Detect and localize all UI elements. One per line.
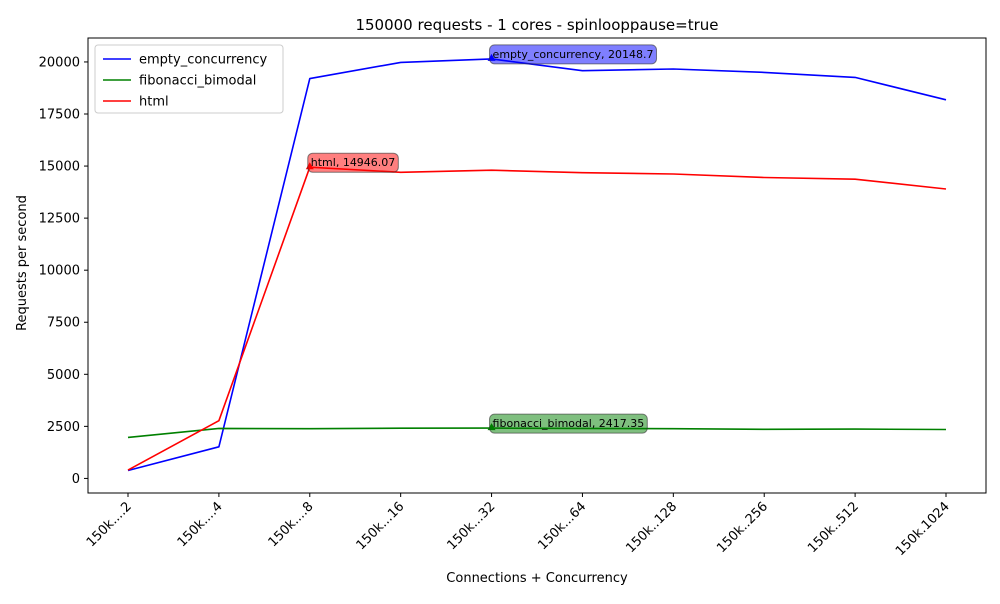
x-tick-label: 150k...16 [354, 499, 408, 553]
annotation-box [489, 413, 648, 434]
legend-entry-html: html [139, 95, 169, 110]
x-tick-label: 150k...32 [444, 499, 498, 553]
chart-title: 150000 requests - 1 cores - spinlooppaus… [355, 16, 718, 34]
x-tick-label: 150k...64 [535, 499, 589, 553]
x-tick-label: 150k..128 [623, 499, 680, 556]
y-axis-label: Requests per second [15, 195, 30, 331]
x-tick-label: 150k....4 [175, 499, 226, 550]
annotation-label-empty_concurrency: empty_concurrency, 20148.7 [489, 44, 658, 65]
plot-area: 0 2500 5000 7500 10000 12500 15000 17500 20000 15… [39, 37, 987, 559]
annotation-label-html: html, 14946.07 [307, 152, 399, 173]
y-tick-label: 15000 [39, 160, 80, 175]
series-line-html [127, 166, 947, 471]
annotation-text: empty_concurrency, 20148.7 [493, 48, 654, 61]
x-tick-label: 150k..512 [805, 499, 862, 556]
x-axis-label: Connections + Concurrency [446, 571, 628, 586]
annotation-label-fibonacci_bimodal: fibonacci_bimodal, 2417.35 [489, 413, 648, 434]
y-tick-label: 0 [72, 472, 80, 487]
plot-frame [87, 37, 987, 494]
y-tick-label: 5000 [47, 368, 80, 383]
legend-entry-fibonacci_bimodal: fibonacci_bimodal [139, 74, 256, 89]
annotation-text: html, 14946.07 [311, 156, 396, 169]
x-tick-label: 150k..256 [714, 499, 771, 556]
series-line-empty_concurrency [127, 58, 947, 472]
y-tick-label: 20000 [39, 55, 80, 70]
y-tick-label: 10000 [39, 264, 80, 279]
x-tick-label: 150k.1024 [893, 499, 953, 559]
annotation-box [489, 44, 658, 65]
y-tick-label: 7500 [47, 316, 80, 331]
y-tick-label: 12500 [39, 212, 80, 227]
legend-entry-empty_concurrency: empty_concurrency [139, 53, 267, 68]
annotation-box [307, 152, 399, 173]
x-tick-label: 150k....8 [266, 499, 317, 550]
y-tick-label: 17500 [39, 108, 80, 123]
y-tick-label: 2500 [47, 420, 80, 435]
annotation-text: fibonacci_bimodal, 2417.35 [493, 417, 645, 430]
legend-box [94, 44, 284, 114]
x-tick-label: 150k....2 [84, 499, 135, 550]
